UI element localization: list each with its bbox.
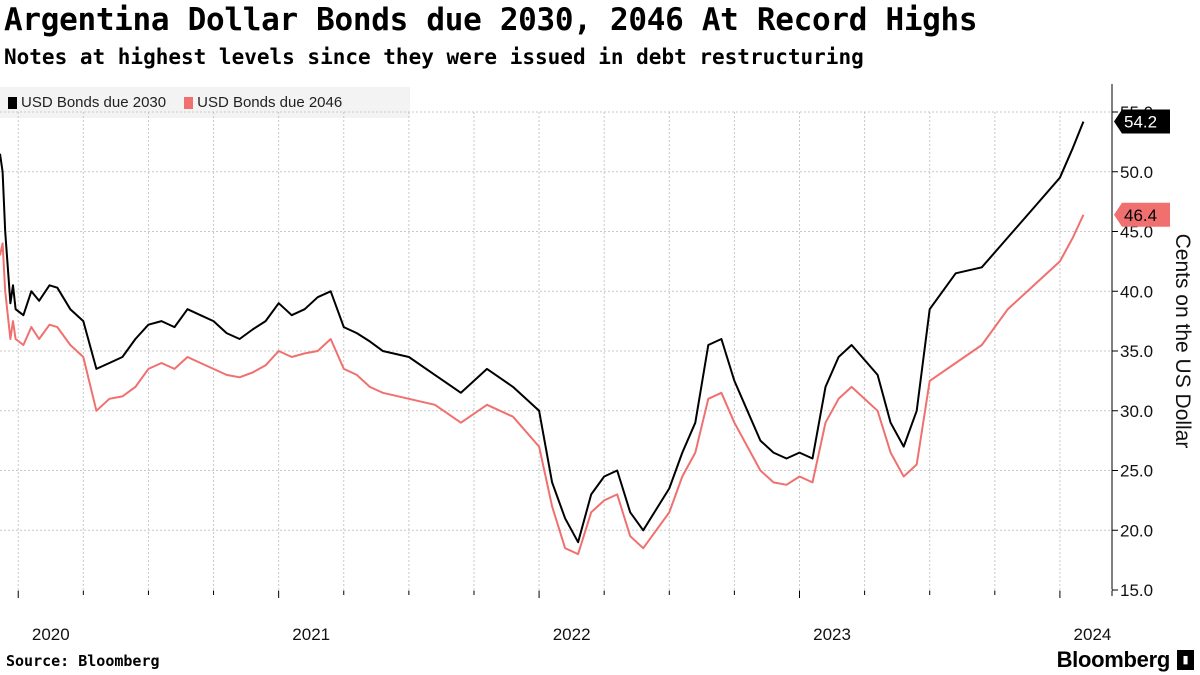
- x-tick-label: 2022: [553, 625, 591, 644]
- chart-legend: USD Bonds due 2030 USD Bonds due 2046: [0, 87, 410, 118]
- y-axis-title: Cents on the US Dollar: [1171, 234, 1194, 449]
- y-tick-label: 45.0: [1120, 223, 1153, 242]
- legend-swatch-2046: [184, 96, 194, 109]
- y-tick-label: 20.0: [1120, 521, 1153, 540]
- y-tick-label: 40.0: [1120, 282, 1153, 301]
- x-tick-label: 2020: [32, 625, 70, 644]
- legend-item-2030: USD Bonds due 2030: [8, 94, 166, 111]
- legend-label-2030: USD Bonds due 2030: [21, 94, 167, 111]
- series-lines: [0, 121, 1085, 556]
- y-tick-label: 30.0: [1120, 402, 1153, 421]
- value-badge-2046: [1114, 202, 1170, 227]
- chart-icon: ▮: [1177, 650, 1194, 670]
- legend-item-2046: USD Bonds due 2046: [184, 94, 342, 111]
- x-tick-label: 2024: [1074, 625, 1112, 644]
- value-badge-2030: [1114, 109, 1170, 134]
- x-axis: 2020 2021 2022 2023 2024: [0, 589, 1112, 644]
- series-line-2030: [0, 121, 1085, 544]
- x-tick-label: 2021: [292, 625, 330, 644]
- y-tick-label: 25.0: [1120, 462, 1153, 481]
- y-tick-label: 35.0: [1120, 342, 1153, 361]
- series-line-2046: [0, 214, 1085, 556]
- value-badges: 54.2 46.4: [1114, 109, 1170, 227]
- value-badge-label-2046: 46.4: [1124, 206, 1157, 225]
- x-tick-label: 2023: [813, 625, 851, 644]
- y-tick-label: 50.0: [1120, 163, 1153, 182]
- y-tick-label: 15.0: [1120, 581, 1153, 600]
- y-axis: 15.020.025.030.035.040.045.050.055.0Cent…: [1111, 84, 1194, 600]
- chart-title: Argentina Dollar Bonds due 2030, 2046 At…: [4, 2, 978, 38]
- source-note: Source: Bloomberg: [6, 652, 160, 670]
- bloomberg-logo: Bloomberg: [1056, 647, 1171, 672]
- chart-subtitle: Notes at highest levels since they were …: [4, 45, 864, 69]
- value-badge-label-2030: 54.2: [1124, 113, 1157, 132]
- legend-swatch-2030: [8, 96, 17, 109]
- legend-label-2046: USD Bonds due 2046: [197, 94, 343, 111]
